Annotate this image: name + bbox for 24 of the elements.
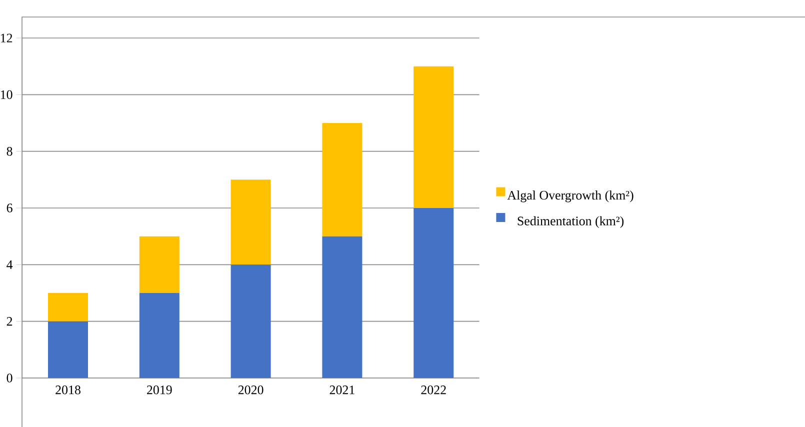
bar: [414, 208, 454, 378]
bar: [139, 236, 180, 293]
y-tick-label: 4: [6, 260, 13, 269]
y-tick-label: 8: [6, 146, 12, 156]
bar: [48, 293, 88, 322]
bar: [139, 293, 180, 378]
legend-label: Algal Overgrowth (km²): [507, 190, 634, 202]
y-tick-label: 6: [6, 204, 12, 212]
bar: [230, 264, 271, 378]
y-tick-label: 2: [6, 317, 12, 326]
bar: [414, 66, 454, 208]
y-tick-label: 12: [0, 34, 12, 42]
y-tick-label: 10: [0, 90, 12, 100]
x-tick-label: 2018: [56, 386, 80, 394]
bar: [322, 122, 362, 236]
bar: [322, 236, 362, 378]
x-tick-label: 2022: [421, 386, 446, 394]
bar: [48, 321, 88, 378]
x-tick-label: 2021: [330, 386, 354, 394]
bar: [230, 180, 271, 265]
legend-label: Sedimentation (km²): [518, 216, 624, 228]
y-tick-label: 0: [6, 374, 12, 382]
x-tick-label: 2019: [147, 386, 172, 394]
x-tick-label: 2020: [238, 386, 264, 394]
